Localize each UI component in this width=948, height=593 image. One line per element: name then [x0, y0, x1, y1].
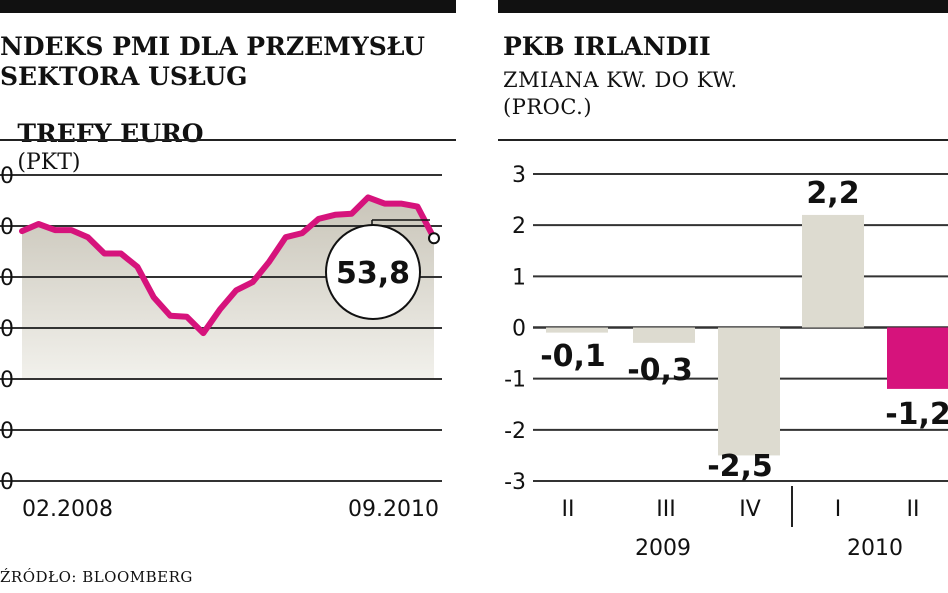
gdp-y-tick-label: -3	[504, 470, 526, 495]
left-title-line-3-text: TREFY EURO	[17, 119, 204, 148]
gdp-category-label: IV	[739, 497, 761, 522]
pmi-x-start-label: 02.2008	[22, 497, 113, 522]
gdp-value-label: -0,1	[540, 339, 606, 374]
source-note: ŹRÓDŁO: BLOOMBERG	[0, 568, 193, 586]
gdp-category-label: I	[835, 497, 842, 522]
pmi-y-tick-label: 0	[0, 266, 14, 291]
gdp-y-tick-label: 0	[512, 317, 526, 342]
gdp-bar	[802, 214, 864, 328]
gdp-value-label: -1,2	[885, 397, 948, 432]
callout-value: 53,8	[336, 256, 410, 291]
pmi-line	[19, 194, 437, 337]
gdp-year-label: 2010	[847, 536, 903, 561]
gdp-bar	[633, 327, 695, 343]
gdp-y-tick-label: 1	[512, 265, 526, 290]
left-unit: (PKT)	[17, 150, 81, 175]
pmi-end-marker	[428, 232, 440, 245]
pmi-y-tick-label: 0	[0, 419, 14, 444]
callout-circle	[325, 224, 421, 320]
left-title-rule	[0, 139, 456, 141]
gdp-bar	[887, 327, 948, 389]
gdp-category-label: II	[562, 497, 575, 522]
left-title-line-2: SEKTORA USŁUG	[0, 62, 248, 91]
gdp-value-label: -2,5	[707, 449, 773, 484]
right-title-rule	[498, 139, 948, 141]
gdp-y-tick-label: -2	[504, 419, 526, 444]
pmi-area	[22, 197, 434, 379]
right-subtitle-line-1: ZMIANA KW. DO KW.	[503, 68, 738, 92]
pmi-y-tick-label: 0	[0, 317, 14, 342]
gdp-category-label: II	[907, 497, 920, 522]
right-subtitle-line-2: (PROC.)	[503, 95, 593, 119]
pmi-y-tick-label: 0	[0, 368, 14, 393]
gdp-category-label: III	[656, 497, 675, 522]
pmi-y-tick-label: 0	[0, 470, 14, 495]
left-title-line-1: NDEKS PMI DLA PRZEMYSŁU	[0, 32, 425, 61]
gdp-y-tick-label: -1	[504, 368, 526, 393]
gdp-value-label: -0,3	[627, 353, 693, 388]
gdp-y-tick-label: 3	[512, 163, 526, 188]
pmi-y-tick-label: 0	[0, 215, 14, 240]
gdp-value-label: 2,2	[806, 176, 859, 211]
gdp-bar	[718, 327, 780, 456]
gdp-y-tick-label: 2	[512, 214, 526, 239]
right-top-bar	[498, 0, 948, 13]
gdp-bar	[546, 327, 608, 333]
left-title-line-3: TREFY EURO (PKT)	[0, 93, 204, 176]
left-top-bar	[0, 0, 456, 13]
gdp-year-label: 2009	[635, 536, 691, 561]
pmi-line-chart: 0 0 0 0 0 0 0 53,8 02.2008 09.2010	[0, 164, 442, 522]
right-title: PKB IRLANDII	[503, 32, 711, 61]
pmi-y-tick-label: 0	[0, 164, 14, 189]
pmi-x-end-label: 09.2010	[348, 497, 439, 522]
